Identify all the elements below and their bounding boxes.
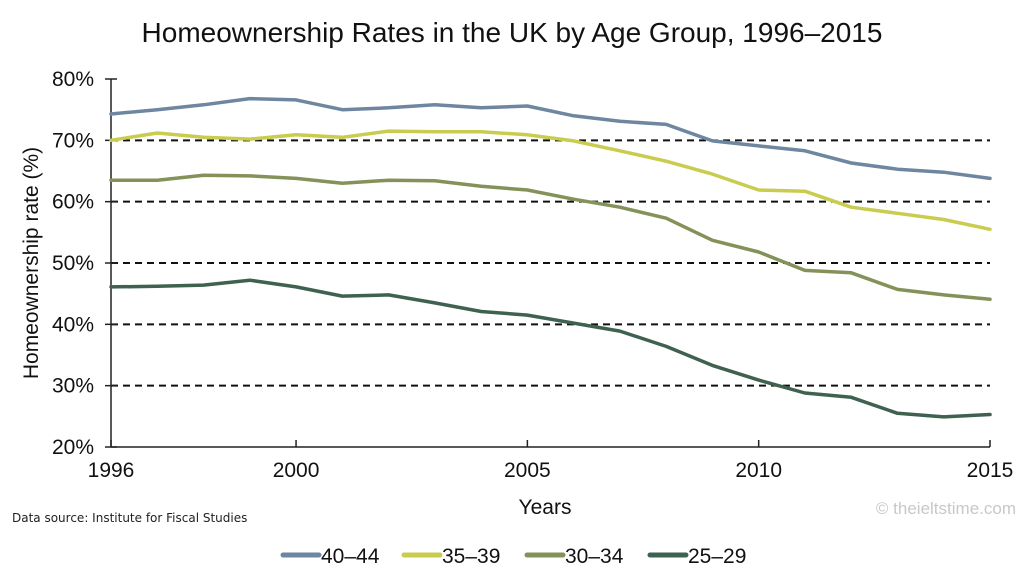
y-axis-title: Homeownership rate (%) — [20, 147, 43, 379]
y-tick-label: 30% — [52, 375, 94, 398]
x-tick-label: 2005 — [504, 459, 551, 482]
x-tick-label: 2010 — [735, 459, 782, 482]
y-tick-label: 60% — [52, 191, 94, 214]
x-tick-label: 2000 — [273, 459, 320, 482]
y-tick-label: 20% — [52, 436, 94, 459]
gridlines — [111, 139, 990, 387]
y-tick-label: 40% — [52, 313, 94, 336]
x-axis-title: Years — [519, 496, 572, 519]
series-lines — [109, 96, 992, 419]
y-axis-ticks: 20% 30% 40% 50% 60% 70% 80% — [52, 68, 117, 459]
legend-item: 35–39 — [401, 545, 500, 568]
legend: 40–44 35–39 30–34 25–29 — [280, 545, 746, 568]
legend-item: 40–44 — [280, 545, 380, 568]
y-tick-label: 50% — [52, 252, 94, 275]
chart-title: Homeownership Rates in the UK by Age Gro… — [142, 17, 883, 48]
series-line-40-44 — [109, 96, 992, 181]
x-tick-label: 2015 — [967, 459, 1014, 482]
legend-label: 25–29 — [688, 545, 746, 568]
legend-item: 30–34 — [524, 545, 624, 568]
series-line-30-34 — [109, 173, 992, 301]
legend-item: 25–29 — [647, 545, 746, 568]
y-tick-label: 70% — [52, 129, 94, 152]
legend-label: 40–44 — [321, 545, 380, 568]
data-source-note: Data source: Institute for Fiscal Studie… — [12, 511, 247, 525]
legend-label: 35–39 — [442, 545, 500, 568]
copyright-credit: © theieltstime.com — [876, 499, 1016, 518]
y-tick-label: 80% — [52, 68, 94, 91]
x-tick-label: 1996 — [88, 459, 135, 482]
series-line-25-29 — [109, 278, 992, 419]
legend-label: 30–34 — [565, 545, 624, 568]
series-line-35-39 — [109, 129, 992, 232]
x-axis-ticks: 1996 2000 2005 2010 2015 — [88, 440, 1014, 482]
